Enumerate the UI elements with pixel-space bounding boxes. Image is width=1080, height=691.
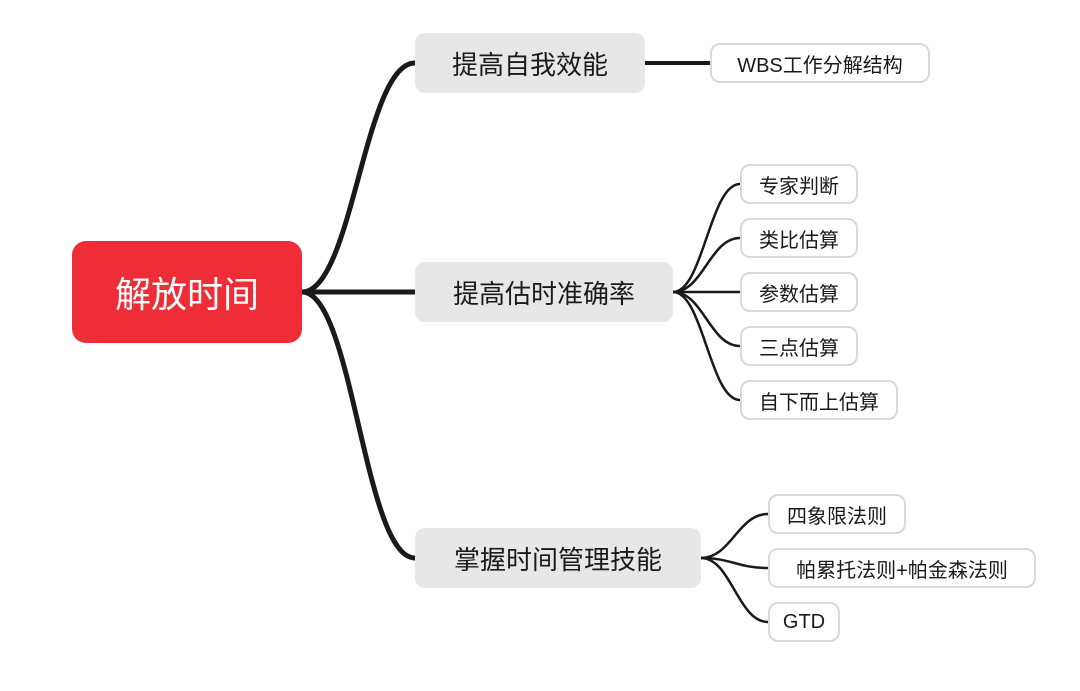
branch-time-management[interactable]: 掌握时间管理技能 <box>415 528 701 588</box>
branch-self-efficacy[interactable]: 提高自我效能 <box>415 33 645 93</box>
leaf-parametric-estimating[interactable]: 参数估算 <box>740 272 858 312</box>
leaf-pareto-parkinson[interactable]: 帕累托法则+帕金森法则 <box>768 548 1036 588</box>
root-node[interactable]: 解放时间 <box>72 241 302 343</box>
leaf-gtd[interactable]: GTD <box>768 602 840 642</box>
leaf-four-quadrants[interactable]: 四象限法则 <box>768 494 906 534</box>
edge <box>701 558 768 622</box>
branch-estimation-accuracy[interactable]: 提高估时准确率 <box>415 262 673 322</box>
edge <box>673 238 740 292</box>
edge <box>673 292 740 400</box>
leaf-wbs[interactable]: WBS工作分解结构 <box>710 43 930 83</box>
leaf-bottom-up-estimating[interactable]: 自下而上估算 <box>740 380 898 420</box>
edge <box>701 558 768 568</box>
leaf-three-point-estimating[interactable]: 三点估算 <box>740 326 858 366</box>
leaf-expert-judgment[interactable]: 专家判断 <box>740 164 858 204</box>
leaf-analogous-estimating[interactable]: 类比估算 <box>740 218 858 258</box>
edge <box>673 292 740 346</box>
mindmap-stage: 解放时间 提高自我效能 提高估时准确率 掌握时间管理技能 WBS工作分解结构 专… <box>0 0 1080 691</box>
edge <box>701 514 768 558</box>
edge <box>302 292 415 558</box>
edge <box>302 63 415 292</box>
edge <box>673 184 740 292</box>
